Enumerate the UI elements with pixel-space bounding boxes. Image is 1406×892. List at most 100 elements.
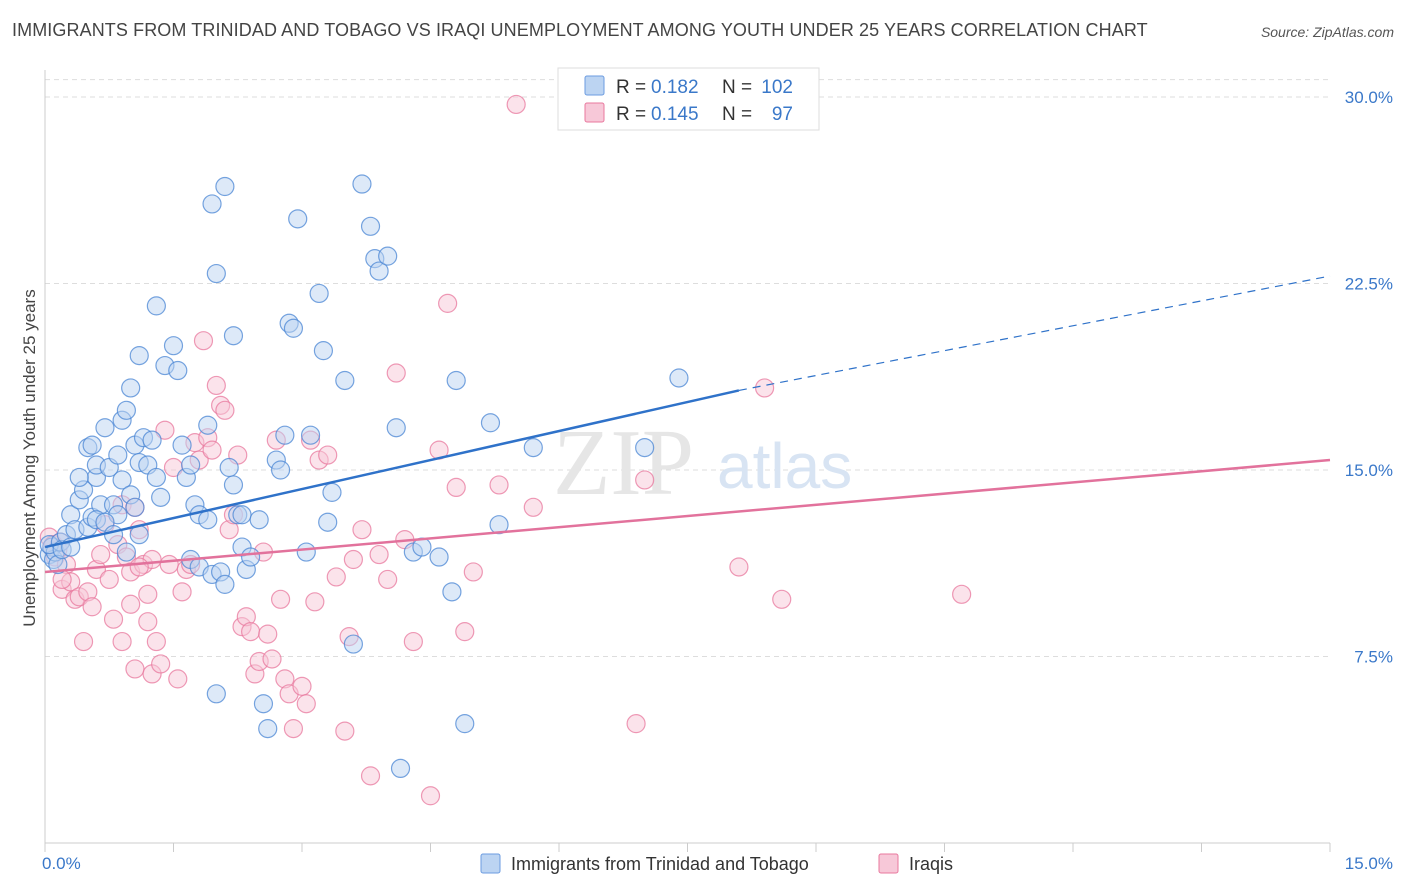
data-point: [262, 649, 282, 669]
data-point: [754, 378, 775, 398]
legend-label-iraqis: Iraqis: [909, 854, 953, 874]
data-point: [69, 467, 89, 488]
data-point: [125, 659, 145, 679]
data-point: [108, 445, 128, 465]
data-point: [206, 263, 226, 284]
data-point: [429, 547, 449, 567]
data-point: [112, 470, 132, 490]
data-point: [335, 370, 355, 391]
data-point: [403, 631, 423, 652]
trend-line-iraqis: [44, 458, 1331, 574]
x-ticks: [44, 843, 1331, 852]
data-point: [283, 719, 304, 739]
data-point: [313, 341, 334, 361]
watermark-atlas: atlas: [717, 430, 852, 502]
data-point: [335, 721, 355, 741]
stats-r-label-1: R =: [616, 77, 646, 98]
data-point: [73, 631, 94, 652]
data-point: [275, 425, 295, 445]
data-point: [129, 346, 149, 366]
y-tick-label: 30.0%: [1345, 88, 1393, 107]
series-trinidad-points: [39, 174, 689, 779]
data-point: [151, 654, 171, 674]
x-tick-label-max: 15.0%: [1345, 854, 1393, 873]
stats-legend-swatch-pink: [584, 102, 605, 123]
chart-source: Source: ZipAtlas.com: [1260, 24, 1394, 40]
stats-r-value-2: 0.145: [651, 104, 699, 125]
data-point: [296, 542, 316, 562]
data-point: [172, 435, 192, 455]
data-point: [446, 370, 466, 391]
data-point: [489, 515, 509, 535]
data-point: [343, 549, 363, 570]
data-point: [82, 435, 102, 455]
series-legend: Immigrants from Trinidad and Tobago Iraq…: [480, 853, 953, 874]
y-tick-label: 15.0%: [1345, 461, 1393, 480]
data-point: [386, 363, 406, 383]
data-point: [125, 497, 145, 517]
data-point: [232, 505, 252, 525]
data-point: [523, 497, 543, 517]
data-point: [952, 584, 972, 604]
data-point: [219, 457, 239, 478]
data-point: [168, 669, 188, 689]
data-point: [223, 475, 244, 495]
data-point: [193, 331, 214, 351]
data-point: [729, 557, 749, 577]
data-point: [635, 438, 655, 458]
data-point: [378, 569, 398, 590]
data-point: [322, 482, 342, 502]
data-point: [138, 584, 158, 604]
data-point: [103, 609, 124, 629]
legend-swatch-trinidad: [480, 853, 501, 874]
data-point: [360, 766, 381, 786]
data-point: [116, 542, 136, 562]
data-point: [318, 512, 338, 532]
y-axis-label: Unemployment Among Youth under 25 years: [20, 289, 39, 626]
data-point: [305, 592, 325, 612]
data-point: [172, 582, 192, 602]
data-point: [215, 176, 235, 197]
data-point: [198, 415, 218, 435]
data-point: [258, 624, 278, 644]
stats-r-label-2: R =: [616, 104, 646, 125]
data-point: [121, 378, 141, 398]
data-point: [82, 597, 102, 617]
data-point: [309, 283, 329, 304]
data-point: [181, 455, 201, 475]
data-point: [506, 94, 526, 115]
y-tick-label: 7.5%: [1354, 648, 1393, 667]
stats-n-label-2: N =: [722, 104, 752, 125]
data-point: [253, 694, 274, 714]
data-point: [386, 418, 406, 438]
data-point: [163, 336, 184, 356]
data-point: [95, 418, 115, 438]
data-point: [223, 326, 244, 346]
y-tick-label: 22.5%: [1345, 275, 1393, 294]
data-point: [480, 413, 501, 433]
data-point: [352, 520, 372, 540]
stats-legend-swatch-blue: [584, 75, 605, 96]
data-point: [378, 246, 398, 266]
data-point: [270, 589, 291, 609]
data-point: [198, 510, 218, 530]
trend-lines: [44, 275, 1331, 574]
legend-label-trinidad: Immigrants from Trinidad and Tobago: [511, 854, 809, 874]
data-point: [142, 430, 162, 450]
data-point: [206, 684, 226, 704]
data-point: [202, 440, 222, 460]
data-point: [446, 477, 466, 498]
data-point: [292, 676, 312, 696]
data-point: [463, 562, 483, 582]
trend-line-trinidad: [44, 389, 740, 549]
data-point: [202, 194, 222, 214]
data-point: [352, 174, 372, 194]
data-point: [215, 574, 235, 594]
data-point: [146, 467, 166, 488]
data-point: [669, 368, 689, 388]
data-point: [151, 487, 171, 507]
data-point: [300, 425, 321, 445]
data-point: [129, 557, 149, 577]
data-point: [241, 622, 261, 642]
data-point: [635, 470, 655, 490]
